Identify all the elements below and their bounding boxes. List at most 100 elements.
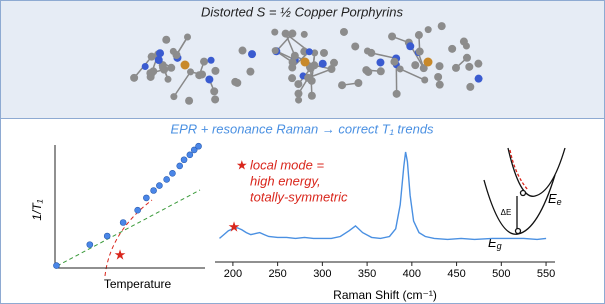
atom — [448, 45, 456, 53]
atom — [200, 58, 208, 66]
point — [53, 263, 59, 269]
atom — [233, 79, 241, 87]
subtitle: EPR + resonance Raman → correct T₁ trend… — [170, 121, 434, 136]
atom — [436, 62, 444, 70]
atom — [390, 58, 398, 66]
x-tick-label: 550 — [537, 268, 555, 280]
atom — [294, 90, 302, 98]
atom — [474, 60, 482, 68]
atom — [460, 38, 468, 46]
annotation-line: local mode = — [250, 157, 324, 172]
atom — [208, 57, 215, 64]
atom — [291, 52, 299, 60]
atom — [466, 83, 474, 91]
atom — [288, 64, 296, 72]
atom — [195, 71, 203, 79]
gap-label: ΔE — [501, 208, 512, 217]
point — [196, 143, 202, 149]
point — [104, 233, 110, 239]
point — [151, 188, 157, 194]
atom — [377, 67, 385, 75]
atom — [185, 97, 193, 105]
atom — [411, 61, 419, 69]
atom — [271, 29, 278, 36]
state — [516, 229, 521, 234]
atom — [306, 48, 313, 55]
x-tick-label: 350 — [358, 268, 376, 280]
atom — [187, 68, 194, 75]
atom — [340, 28, 348, 36]
point — [177, 163, 183, 169]
atom — [211, 95, 219, 103]
atom — [155, 56, 163, 64]
atom — [170, 48, 177, 55]
x-tick-label: 450 — [447, 268, 465, 280]
atom — [211, 67, 219, 75]
atom — [421, 77, 428, 84]
point — [164, 176, 170, 182]
x-tick-label: 200 — [224, 268, 242, 280]
point — [169, 170, 175, 176]
atom — [205, 75, 213, 83]
x-tick-label: 300 — [313, 268, 331, 280]
atom — [452, 64, 460, 72]
x-tick-label: 500 — [492, 268, 510, 280]
atom — [436, 81, 444, 89]
atom — [304, 74, 312, 82]
atom — [308, 92, 316, 100]
atom — [210, 87, 218, 95]
annotation-marker: ★ — [236, 157, 248, 172]
atom — [130, 74, 138, 82]
atom — [248, 50, 256, 58]
atom — [181, 61, 190, 70]
atom — [319, 60, 327, 68]
point — [120, 219, 126, 225]
atom — [320, 49, 328, 57]
atom — [362, 66, 370, 74]
atom — [167, 64, 175, 72]
atom — [156, 49, 164, 57]
atom — [288, 74, 296, 82]
bottom-panel — [1, 119, 605, 304]
atom — [162, 36, 170, 44]
annotation-line: high energy, — [250, 173, 321, 188]
atom — [142, 63, 149, 70]
point — [187, 152, 193, 158]
atom — [416, 48, 424, 56]
atom — [415, 31, 423, 39]
atom — [295, 97, 302, 104]
atom — [294, 80, 302, 88]
point — [156, 183, 162, 189]
atom — [393, 90, 401, 98]
annotation-line: totally-symmetric — [250, 189, 348, 204]
atom — [301, 31, 308, 38]
atom — [148, 53, 156, 61]
atom — [354, 79, 362, 87]
x-tick-label: 250 — [268, 268, 286, 280]
atom — [238, 47, 246, 55]
atom — [376, 58, 384, 66]
star: ★ — [114, 247, 127, 263]
atom — [149, 67, 157, 75]
graphic: Distorted S = ½ Copper Porphyrins EPR + … — [0, 0, 605, 304]
atom — [159, 64, 167, 72]
atom — [406, 42, 414, 50]
point — [143, 195, 149, 201]
atom — [434, 73, 442, 81]
atom — [424, 58, 433, 67]
point — [181, 157, 187, 163]
atom — [465, 63, 473, 71]
atom — [475, 75, 483, 83]
x-axis-label: Temperature — [104, 277, 172, 291]
atom — [397, 65, 404, 72]
atom — [246, 68, 254, 76]
atom — [438, 22, 446, 30]
state — [521, 191, 526, 196]
x-axis-label: Raman Shift (cm⁻¹) — [333, 288, 437, 302]
atom — [301, 58, 310, 67]
point — [87, 242, 93, 248]
atom — [288, 30, 296, 38]
point — [135, 207, 141, 213]
atom — [165, 76, 172, 83]
y-axis-label: 1/T₁ — [30, 199, 44, 220]
